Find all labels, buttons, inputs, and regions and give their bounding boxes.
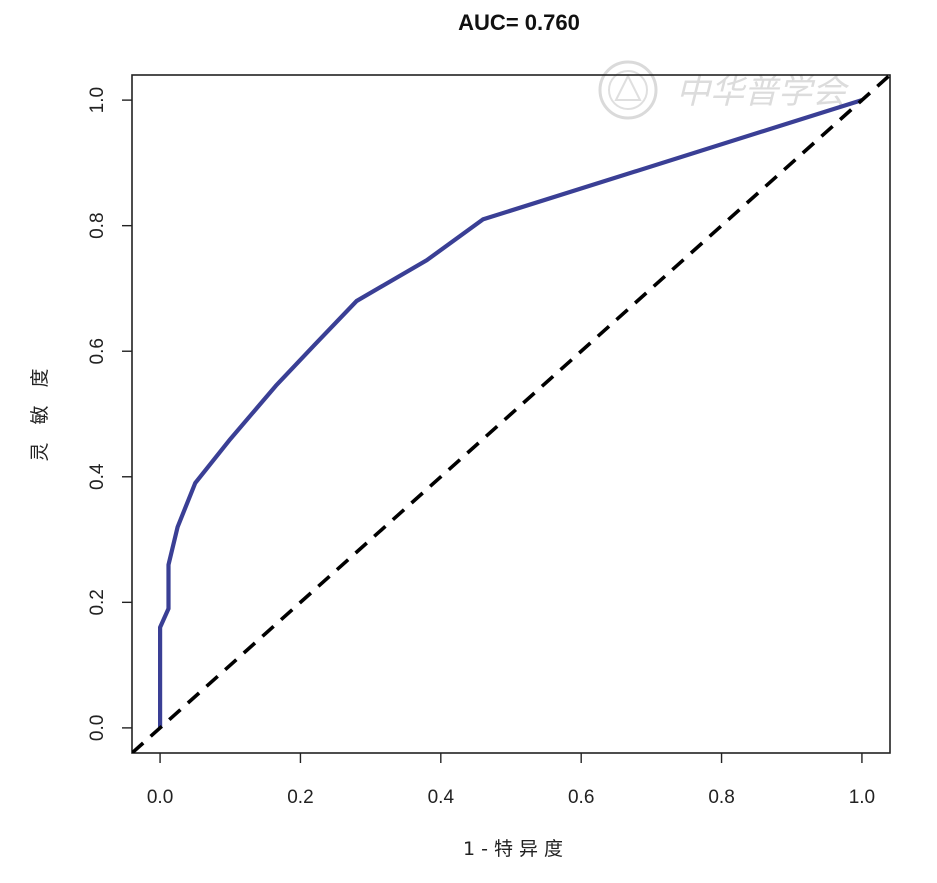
reference-diagonal-line [132,75,890,753]
x-tick-label: 0.8 [708,787,734,808]
plot-frame [131,74,891,754]
y-tick-label: 1.0 [87,87,108,113]
watermark: 中华普学会 [598,60,850,120]
x-tick-label: 0.0 [147,787,173,808]
x-tick-label: 0.2 [287,787,313,808]
y-axis-title: 灵 敏 度 [29,362,51,461]
y-tick-label: 0.4 [87,463,108,490]
y-tick-label: 0.8 [87,212,108,238]
x-axis-title: 1 - 特 异 度 [463,838,563,860]
y-tick-label: 0.0 [87,715,108,741]
x-tick-label: 1.0 [849,787,875,808]
y-tick-label: 0.2 [87,589,108,615]
chart-title: AUC= 0.760 [458,10,580,35]
x-tick-label: 0.4 [428,787,455,808]
y-tick-label: 0.6 [87,338,108,364]
x-tick-label: 0.6 [568,787,594,808]
watermark-text: 中华普学会 [676,72,850,112]
roc-curve-line [158,98,863,728]
plot-area: 0.0 0.2 0.4 0.6 0.8 1.0 0.0 0.2 0.4 0.6 0.8 1.0 [87,74,891,808]
seal-icon [598,60,658,120]
